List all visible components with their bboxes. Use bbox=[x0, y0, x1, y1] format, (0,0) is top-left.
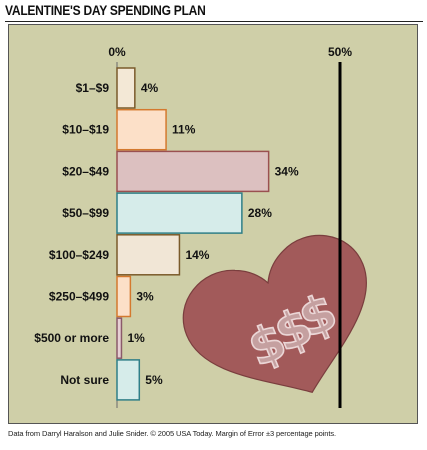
chart-title: VALENTINE'S DAY SPENDING PLAN bbox=[5, 2, 206, 18]
value-label: 28% bbox=[248, 206, 272, 220]
bar bbox=[116, 234, 181, 276]
x-tick-label: 50% bbox=[328, 45, 352, 59]
bar bbox=[116, 108, 167, 151]
x-tick-label: 0% bbox=[108, 45, 126, 59]
value-label: 11% bbox=[172, 123, 196, 137]
category-label: $250–$499 bbox=[49, 290, 109, 304]
category-label: $1–$9 bbox=[76, 81, 110, 95]
value-label: 3% bbox=[136, 290, 154, 304]
category-label: $50–$99 bbox=[62, 206, 109, 220]
bar bbox=[116, 275, 132, 318]
heart-icon: $$$ bbox=[182, 234, 368, 394]
value-label: 1% bbox=[127, 331, 145, 345]
value-label: 5% bbox=[145, 373, 163, 387]
value-label: 14% bbox=[185, 248, 209, 262]
category-label: $100–$249 bbox=[49, 248, 109, 262]
bar bbox=[116, 192, 243, 234]
heart-shape bbox=[182, 234, 368, 394]
value-label: 4% bbox=[141, 81, 159, 95]
category-label: $10–$19 bbox=[62, 123, 109, 137]
bar bbox=[116, 150, 270, 193]
title-rule bbox=[5, 21, 423, 22]
bar bbox=[116, 359, 141, 401]
category-label: $500 or more bbox=[34, 331, 109, 345]
category-label: $20–$49 bbox=[62, 164, 109, 178]
bar bbox=[116, 67, 136, 109]
bar bbox=[116, 317, 123, 359]
source-note: Data from Darryl Haralson and Julie Snid… bbox=[8, 429, 336, 438]
value-label: 34% bbox=[275, 164, 299, 178]
category-label: Not sure bbox=[60, 373, 109, 387]
